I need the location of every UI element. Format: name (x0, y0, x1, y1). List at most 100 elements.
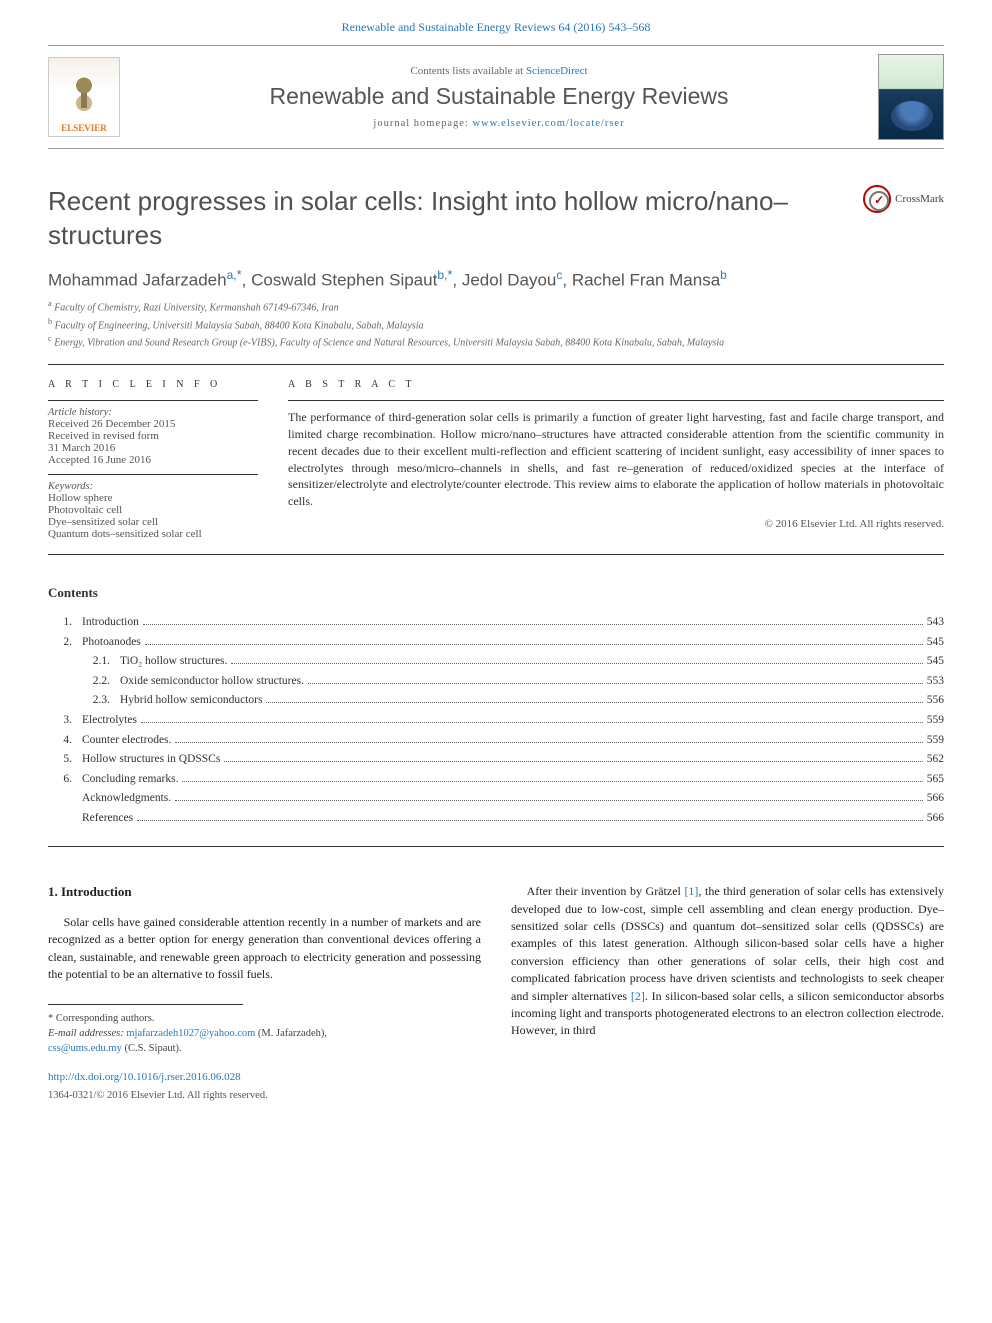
toc-page: 556 (927, 691, 944, 711)
homepage-link[interactable]: www.elsevier.com/locate/rser (472, 118, 624, 129)
toc-page: 562 (927, 750, 944, 770)
toc-number: 2. (48, 633, 72, 653)
author-list: Mohammad Jafarzadeha,*, Coswald Stephen … (48, 267, 944, 291)
column-right: After their invention by Grätzel [1], th… (511, 883, 944, 1103)
revised-line1: Received in revised form (48, 430, 258, 442)
copyright-bottom: 1364-0321/© 2016 Elsevier Ltd. All right… (48, 1088, 481, 1103)
journal-header: ELSEVIER Contents lists available at Sci… (48, 45, 944, 149)
abstract: A B S T R A C T The performance of third… (288, 379, 944, 540)
divider (48, 364, 944, 365)
author-2-aff[interactable]: b, (437, 268, 447, 282)
intro-paragraph-1: Solar cells have gained considerable att… (48, 914, 481, 984)
abstract-copyright: © 2016 Elsevier Ltd. All rights reserved… (288, 518, 944, 530)
toc-dots (182, 781, 922, 782)
revised-line2: 31 March 2016 (48, 442, 258, 454)
toc-row[interactable]: 3.Electrolytes559 (48, 711, 944, 731)
author-1-aff[interactable]: a, (227, 268, 237, 282)
abstract-heading: A B S T R A C T (288, 379, 944, 390)
toc-dots (141, 722, 923, 723)
toc-row[interactable]: Acknowledgments.566 (48, 789, 944, 809)
toc-row[interactable]: 6. Concluding remarks. 565 (48, 770, 944, 790)
elsevier-tree-icon (59, 73, 109, 123)
keyword-4: Quantum dots–sensitized solar cell (48, 528, 258, 540)
affiliation-b: b Faculty of Engineering, Universiti Mal… (48, 316, 944, 333)
email-2[interactable]: css@ums.edu.my (48, 1043, 122, 1054)
toc-number: 2.2. (82, 672, 110, 692)
table-of-contents: 1. Introduction 543 2. Photoanodes 545 2.1. TiO… (48, 613, 944, 828)
toc-row[interactable]: 2.1.TiO₂ hollow structures.545 (48, 652, 944, 672)
toc-number: 6. (48, 770, 72, 790)
toc-page: 559 (927, 711, 944, 731)
toc-page: 566 (927, 789, 944, 809)
footnote-separator (48, 1004, 243, 1005)
keyword-1: Hollow sphere (48, 492, 258, 504)
toc-number: 1. (48, 613, 72, 633)
toc-number: 2.1. (82, 652, 110, 672)
author-3-aff[interactable]: c (556, 268, 562, 282)
toc-label: Introduction (82, 613, 139, 633)
crossmark-badge[interactable]: CrossMark (863, 185, 944, 213)
keywords-label: Keywords: (48, 481, 258, 492)
email-label: E-mail addresses: (48, 1028, 126, 1039)
affiliation-c: c Energy, Vibration and Sound Research G… (48, 333, 944, 350)
accepted-date: Accepted 16 June 2016 (48, 454, 258, 466)
toc-row[interactable]: 2. Photoanodes 545 (48, 633, 944, 653)
journal-cover-thumbnail (878, 54, 944, 140)
toc-row[interactable]: 2.3.Hybrid hollow semiconductors556 (48, 691, 944, 711)
author-1-corr[interactable]: * (237, 267, 242, 282)
abstract-text: The performance of third-generation sola… (288, 409, 944, 510)
ref-2[interactable]: [2] (631, 989, 645, 1003)
toc-dots (308, 683, 923, 684)
toc-row[interactable]: 5. Hollow structures in QDSSCs 562 (48, 750, 944, 770)
toc-page: 559 (927, 731, 944, 751)
journal-ref-link[interactable]: Renewable and Sustainable Energy Reviews… (342, 20, 651, 34)
toc-label: Counter electrodes. (82, 731, 171, 751)
history-label: Article history: (48, 407, 258, 418)
email-line: E-mail addresses: mjafarzadeh1027@yahoo.… (48, 1026, 481, 1041)
toc-page: 565 (927, 770, 944, 790)
email-1[interactable]: mjafarzadeh1027@yahoo.com (126, 1028, 255, 1039)
column-left: 1. Introduction Solar cells have gained … (48, 883, 481, 1103)
toc-label: Photoanodes (82, 633, 141, 653)
toc-number: 5. (48, 750, 72, 770)
toc-row[interactable]: 1. Introduction 543 (48, 613, 944, 633)
journal-reference: Renewable and Sustainable Energy Reviews… (48, 20, 944, 35)
affiliation-a: a Faculty of Chemistry, Razi University,… (48, 298, 944, 315)
toc-dots (175, 742, 922, 743)
toc-dots (137, 820, 923, 821)
keyword-3: Dye–sensitized solar cell (48, 516, 258, 528)
contents-heading: Contents (48, 585, 944, 601)
article-info: A R T I C L E I N F O Article history: R… (48, 379, 258, 540)
toc-label: Oxide semiconductor hollow structures. (120, 672, 304, 692)
author-3: Jedol Dayou (462, 270, 557, 289)
toc-label: TiO₂ hollow structures. (120, 652, 227, 672)
toc-page: 543 (927, 613, 944, 633)
author-2: Coswald Stephen Sipaut (251, 270, 437, 289)
toc-row[interactable]: 4.Counter electrodes.559 (48, 731, 944, 751)
toc-row[interactable]: References566 (48, 809, 944, 829)
toc-label: Hollow structures in QDSSCs (82, 750, 220, 770)
ref-1[interactable]: [1] (684, 884, 698, 898)
sciencedirect-link[interactable]: ScienceDirect (526, 65, 588, 77)
toc-dots (224, 761, 922, 762)
author-4-aff[interactable]: b (720, 268, 727, 282)
email-1-suffix: (M. Jafarzadeh), (255, 1028, 327, 1039)
doi-link[interactable]: http://dx.doi.org/10.1016/j.rser.2016.06… (48, 1070, 481, 1086)
toc-page: 545 (927, 633, 944, 653)
article-title: Recent progresses in solar cells: Insigh… (48, 185, 847, 253)
toc-label: Electrolytes (82, 711, 137, 731)
toc-dots (175, 800, 923, 801)
toc-dots (143, 624, 923, 625)
col2-t2: , the third generation of solar cells ha… (511, 884, 944, 1002)
author-1: Mohammad Jafarzadeh (48, 270, 227, 289)
author-2-corr[interactable]: * (447, 267, 452, 282)
crossmark-label: CrossMark (895, 193, 944, 205)
toc-label: Concluding remarks. (82, 770, 178, 790)
email-2-suffix: (C.S. Sipaut). (122, 1043, 182, 1054)
journal-homepage: journal homepage: www.elsevier.com/locat… (132, 118, 866, 129)
divider-2 (48, 554, 944, 555)
col2-t1: After their invention by Grätzel (527, 884, 685, 898)
author-4: Rachel Fran Mansa (572, 270, 720, 289)
article-info-heading: A R T I C L E I N F O (48, 379, 258, 390)
toc-row[interactable]: 2.2. Oxide semiconductor hollow structure… (48, 672, 944, 692)
